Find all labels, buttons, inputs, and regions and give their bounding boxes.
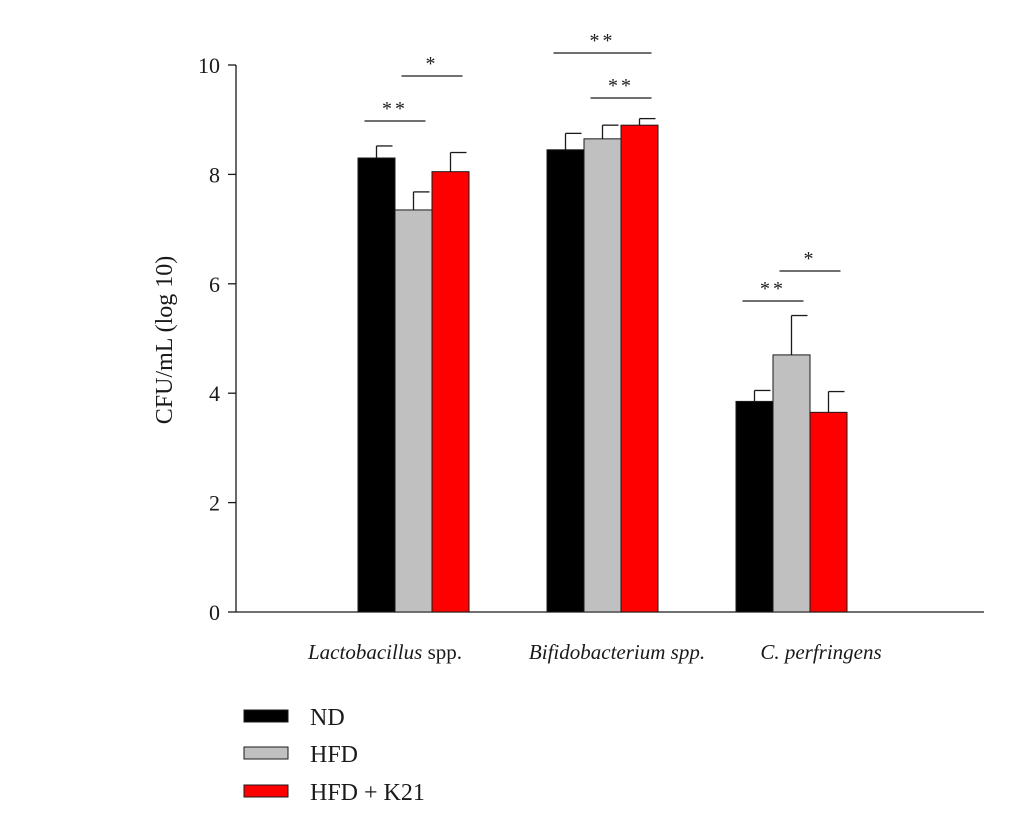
significance-label: ** (382, 98, 408, 120)
significance-label: ** (760, 278, 786, 300)
category-label: C. perfringens (760, 640, 881, 664)
significance-annotations: ********** (364, 30, 841, 302)
legend-label: HFD (310, 742, 358, 768)
y-tick-label: 8 (209, 162, 220, 187)
significance-label: * (804, 248, 817, 270)
y-tick-label: 6 (209, 272, 220, 297)
category-labels: Lactobacillus spp. Bifidobacterium spp. C.… (307, 640, 882, 664)
bar (583, 138, 622, 613)
bar (772, 354, 811, 613)
bar (735, 400, 774, 613)
y-tick-label: 4 (209, 381, 220, 406)
bar (546, 149, 585, 613)
category-label-italic: C. perfringens (760, 640, 881, 664)
error-bars (375, 117, 845, 413)
category-label-italic: Lactobacillus (307, 640, 422, 664)
bar (431, 171, 470, 613)
bar (620, 124, 659, 613)
bar (357, 157, 396, 613)
legend-swatch (243, 784, 289, 798)
significance-label: ** (590, 30, 616, 52)
category-label: Bifidobacterium spp. (529, 640, 705, 664)
legend-label: ND (310, 705, 345, 731)
y-tick-label: 2 (209, 491, 220, 516)
category-label-italic: Bifidobacterium spp. (529, 640, 705, 664)
y-tick-label: 10 (198, 53, 220, 78)
legend-label: HFD + K21 (310, 780, 425, 806)
category-label-plain: spp. (422, 640, 462, 664)
legend-swatch (243, 709, 289, 723)
y-tick-label: 0 (209, 600, 220, 625)
bars (357, 124, 848, 613)
legend-swatch (243, 746, 289, 760)
category-label: Lactobacillus spp. (307, 640, 462, 664)
legend: ND HFD HFD + K21 (243, 705, 425, 806)
bar (809, 411, 848, 613)
y-axis-title: CFU/mL (log 10) (152, 256, 178, 424)
significance-label: * (426, 53, 439, 75)
significance-label: ** (608, 75, 634, 97)
bar (394, 209, 433, 613)
